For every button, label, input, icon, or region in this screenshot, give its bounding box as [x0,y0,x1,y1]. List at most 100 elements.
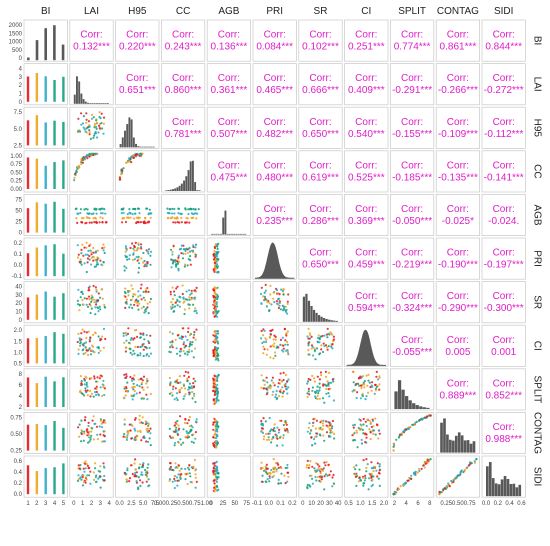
column-header-pri: PRI [266,6,283,17]
point-split-sr-48 [320,374,323,377]
point-agb-lai-45 [101,217,104,220]
y-tick-agb-2: 25 [15,220,22,226]
x-tick-h95-3: 5.0 [139,501,148,507]
point-contag-sr-30 [318,427,321,430]
panel-split-pri [252,368,297,411]
point-sr-cc-46 [190,298,193,301]
point-split-sr-39 [327,381,330,384]
point-ci-h95-54 [131,353,134,356]
point-split-agb-18 [216,376,219,379]
hist-bar-contag-7 [457,432,461,453]
point-sidi-pri-58 [264,480,267,483]
point-split-lai-24 [95,380,98,383]
point-contag-h95-38 [133,418,137,421]
point-sidi-h95-23 [135,471,138,474]
hist-bar-cc-7 [178,185,181,191]
point-pri-agb-58 [214,268,217,271]
point-pri-cc-37 [184,249,187,253]
point-agb-lai-4 [76,221,79,224]
point-contag-h95-51 [127,432,130,435]
x-tick-h95-1: 0.0 [115,501,124,507]
point-contag-ci-18 [374,433,377,436]
point-sidi-agb-47 [212,486,216,489]
point-cc-lai-58 [88,152,91,155]
point-sr-h95-11 [130,284,133,287]
point-contag-cc-48 [190,429,193,432]
point-pri-agb-38 [212,253,215,256]
y-tick-lai-4: 3 [19,75,23,81]
point-contag-ci-40 [369,438,372,441]
hist-bar-agb-6 [222,217,225,235]
point-pri-lai-42 [86,261,89,264]
point-pri-h95-41 [132,253,135,256]
point-sidi-split-51 [392,493,395,496]
point-ci-agb-40 [212,355,215,358]
point-pri-cc-43 [177,256,180,259]
point-sr-pri-29 [273,301,276,304]
scatter-pri-cc [169,243,198,272]
point-contag-pri-43 [276,437,279,440]
y-tick-bi-5: 2000 [9,23,23,29]
point-contag-split-52 [400,432,403,435]
point-sidi-ci-45 [371,478,374,481]
point-sidi-pri-46 [277,466,280,469]
point-sr-cc-52 [173,305,177,308]
panel-bi-h95 [115,19,160,62]
point-sidi-ci-9 [372,470,375,473]
point-ci-sr-57 [327,332,330,335]
point-sidi-pri-31 [275,468,278,471]
point-ci-lai-57 [89,336,92,339]
point-agb-cc-48 [188,221,191,224]
point-contag-pri-25 [282,423,285,427]
point-pri-cc-58 [170,258,173,261]
point-sidi-ci-25 [378,463,381,466]
corr-label: Corr: [401,291,423,302]
point-sidi-pri-57 [277,478,280,481]
point-sr-pri-47 [276,302,279,305]
point-ci-sr-26 [320,344,323,347]
point-contag-lai-45 [94,422,97,425]
corr-label: Corr: [447,248,469,259]
point-sidi-pri-23 [284,466,287,470]
point-sr-h95-40 [145,287,148,290]
panel-sr-contag [435,281,480,324]
point-ci-cc-37 [179,347,182,351]
point-agb-cc-42 [188,208,191,211]
point-split-pri-36 [273,384,276,387]
hist-bar-sidi-9 [509,484,513,497]
point-split-ci-10 [366,384,369,387]
x-tick-sr-1: 0 [301,501,305,507]
point-contag-lai-36 [78,423,81,426]
point-contag-agb-50 [214,440,218,443]
point-sidi-lai-58 [77,478,80,481]
point-sr-cc-44 [185,290,188,293]
point-agb-lai-19 [85,221,88,224]
point-sr-lai-50 [97,307,100,310]
point-sr-lai-19 [87,295,91,298]
point-contag-agb-22 [212,423,215,426]
corr-value-agb-sr: 0.286*** [302,216,339,227]
point-ci-cc-36 [186,338,189,342]
point-ci-pri-43 [274,338,277,341]
point-pri-cc-40 [176,262,179,266]
point-ci-lai-36 [77,332,80,335]
corr-label: Corr: [493,30,515,41]
corr-label: Corr: [447,117,469,128]
hist-bar-h95-9 [137,146,140,148]
strip-h95-bi-1 [26,120,30,146]
point-split-sr-38 [316,398,319,401]
point-pri-cc-24 [186,264,189,267]
point-contag-cc-8 [185,430,188,433]
point-ci-h95-53 [134,345,137,348]
point-pri-lai-29 [90,253,93,256]
point-sidi-lai-6 [97,477,100,480]
point-sidi-h95-55 [141,473,144,476]
point-ci-agb-58 [213,338,216,341]
point-sidi-ci-5 [354,475,357,478]
scatter-ci-lai [76,327,107,357]
point-split-agb-52 [212,382,215,385]
point-contag-lai-31 [96,438,99,441]
point-split-lai-7 [95,385,98,388]
point-pri-lai-53 [82,254,85,257]
point-sidi-split-59 [424,462,427,465]
